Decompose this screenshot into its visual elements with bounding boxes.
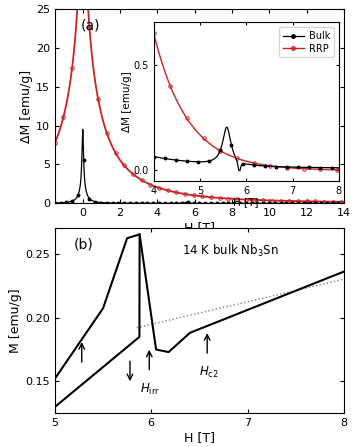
Y-axis label: M [emu/g]: M [emu/g] <box>9 288 22 353</box>
Text: $H_{\rm c2}$: $H_{\rm c2}$ <box>199 365 219 380</box>
X-axis label: H [T]: H [T] <box>184 431 215 444</box>
Text: (b): (b) <box>73 237 93 251</box>
Text: 14 K bulk Nb$_3$Sn: 14 K bulk Nb$_3$Sn <box>182 243 279 259</box>
Text: $H_{\rm irr}$: $H_{\rm irr}$ <box>140 381 160 396</box>
Text: (a): (a) <box>81 19 100 33</box>
X-axis label: H [T]: H [T] <box>233 197 259 207</box>
Y-axis label: ΔM [emu/g]: ΔM [emu/g] <box>20 70 33 143</box>
Y-axis label: ΔM [emu/g]: ΔM [emu/g] <box>122 72 132 132</box>
X-axis label: H [T]: H [T] <box>184 221 215 234</box>
Legend: Bulk, RRP: Bulk, RRP <box>279 27 334 57</box>
